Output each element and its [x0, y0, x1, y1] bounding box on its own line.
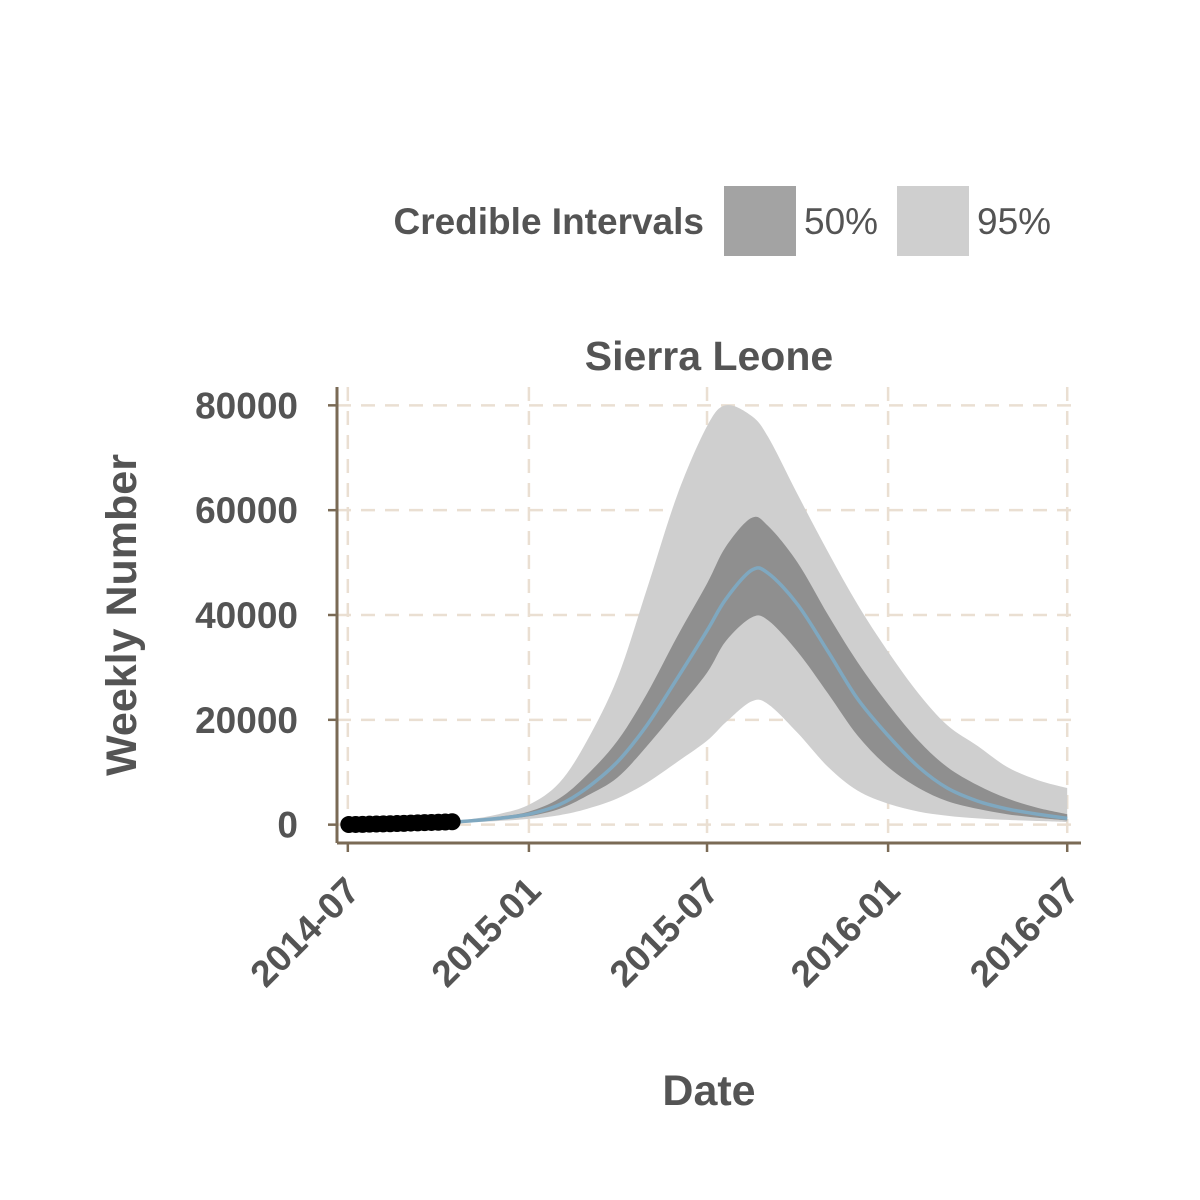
x-tick-label: 2014-07	[242, 870, 367, 995]
legend-swatch-50	[724, 186, 796, 256]
observed-point	[443, 813, 461, 831]
x-tick-label: 2016-01	[783, 870, 908, 995]
observed-points	[340, 813, 461, 834]
legend-label-50: 50%	[804, 201, 878, 242]
y-tick-label: 20000	[195, 700, 298, 741]
y-tick-label: 0	[277, 805, 298, 846]
x-axis-title: Date	[662, 1067, 755, 1115]
x-tick-label: 2016-07	[962, 870, 1087, 995]
legend-label-95: 95%	[977, 201, 1051, 242]
y-tick-label: 60000	[195, 490, 298, 531]
x-tick-label: 2015-07	[602, 870, 727, 995]
credible-band-50	[438, 516, 1068, 824]
x-axis-ticks: 2014-07 2015-01 2015-07 2016-01 2016-07	[242, 843, 1087, 995]
legend-title: Credible Intervals	[393, 201, 704, 242]
y-axis-title: Weekly Number	[98, 454, 146, 776]
y-tick-label: 40000	[195, 595, 298, 636]
y-axis-ticks: 0 20000 40000 60000 80000	[195, 385, 337, 846]
y-tick-label: 80000	[195, 385, 298, 426]
median-forecast-line	[438, 566, 1068, 825]
legend: Credible Intervals 50% 95%	[393, 186, 1051, 256]
chart-title: Sierra Leone	[585, 333, 833, 379]
legend-swatch-95	[897, 186, 969, 256]
x-tick-label: 2015-01	[424, 870, 549, 995]
